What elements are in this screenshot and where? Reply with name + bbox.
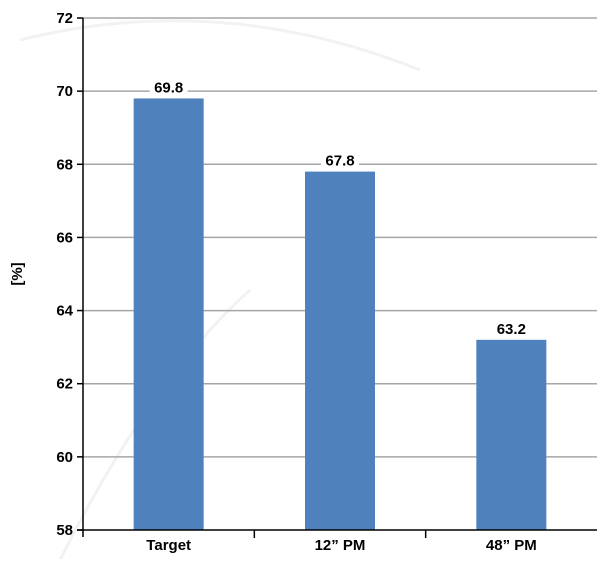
bars: [133, 98, 547, 530]
y-tick-label: 62: [56, 376, 73, 393]
axes: [77, 17, 597, 538]
x-tick-label: Target: [146, 537, 191, 554]
y-tick-label: 66: [56, 229, 73, 246]
bar: [476, 339, 547, 530]
y-tick-label: 68: [56, 156, 73, 173]
data-label-bg: [492, 317, 531, 337]
y-tick-label: 64: [56, 303, 73, 320]
x-tick-label: 12” PM: [315, 537, 366, 554]
y-tick-label: 58: [56, 522, 73, 539]
data-label-bg: [149, 76, 188, 96]
y-tick-label: 70: [56, 83, 73, 100]
labels: 58 60 62 64 66 68 70 72 69.8 Target 67.8 12” PM 63.2…: [9, 10, 537, 554]
bar: [305, 171, 375, 530]
bar: [133, 98, 204, 530]
data-label: 69.8: [154, 79, 183, 96]
x-tick-label: 48” PM: [486, 537, 537, 554]
data-label: 67.8: [325, 153, 354, 170]
data-label: 63.2: [497, 321, 526, 338]
data-label-bg: [321, 149, 359, 169]
y-axis-title: [%]: [9, 262, 26, 285]
y-tick-label: 60: [56, 449, 73, 466]
y-tick-label: 72: [56, 10, 73, 27]
